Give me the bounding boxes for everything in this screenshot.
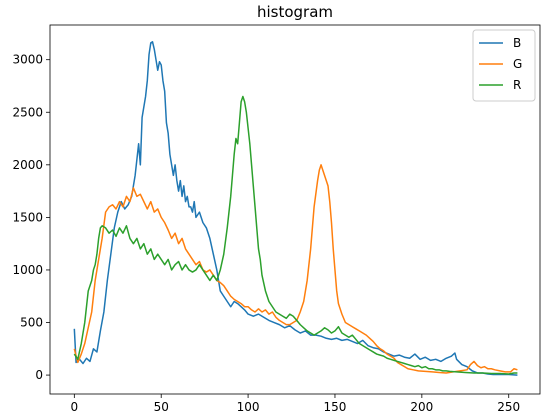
- axes-frame: [49, 24, 541, 395]
- y-tick-label: 1500: [12, 210, 43, 224]
- x-tick-label: 0: [71, 400, 79, 414]
- y-tick-label: 3000: [12, 53, 43, 67]
- y-tick-label: 1000: [12, 263, 43, 277]
- series-line-R: [73, 95, 518, 375]
- x-tick-label: 100: [237, 400, 260, 414]
- legend-label-R: R: [513, 78, 521, 92]
- legend-label-B: B: [513, 36, 521, 50]
- x-tick-label: 200: [410, 400, 433, 414]
- x-axis: 0 50 100 150 200 250: [71, 394, 520, 414]
- legend-box: [472, 29, 536, 102]
- y-tick-label: 2500: [12, 105, 43, 119]
- y-tick-label: 500: [20, 316, 43, 330]
- y-tick-label: 0: [35, 368, 43, 382]
- series-line-B: [73, 41, 518, 376]
- legend-label-G: G: [513, 57, 522, 71]
- chart-title: histogram: [257, 3, 333, 21]
- series-layer: [73, 41, 518, 376]
- x-tick-label: 50: [154, 400, 169, 414]
- y-axis: 0 500 1000 1500 2000 2500 3000: [12, 53, 50, 382]
- series-line-G: [73, 164, 518, 374]
- legend: BGR: [472, 29, 536, 102]
- y-tick-label: 2000: [12, 158, 43, 172]
- x-tick-label: 150: [324, 400, 347, 414]
- x-tick-label: 250: [497, 400, 520, 414]
